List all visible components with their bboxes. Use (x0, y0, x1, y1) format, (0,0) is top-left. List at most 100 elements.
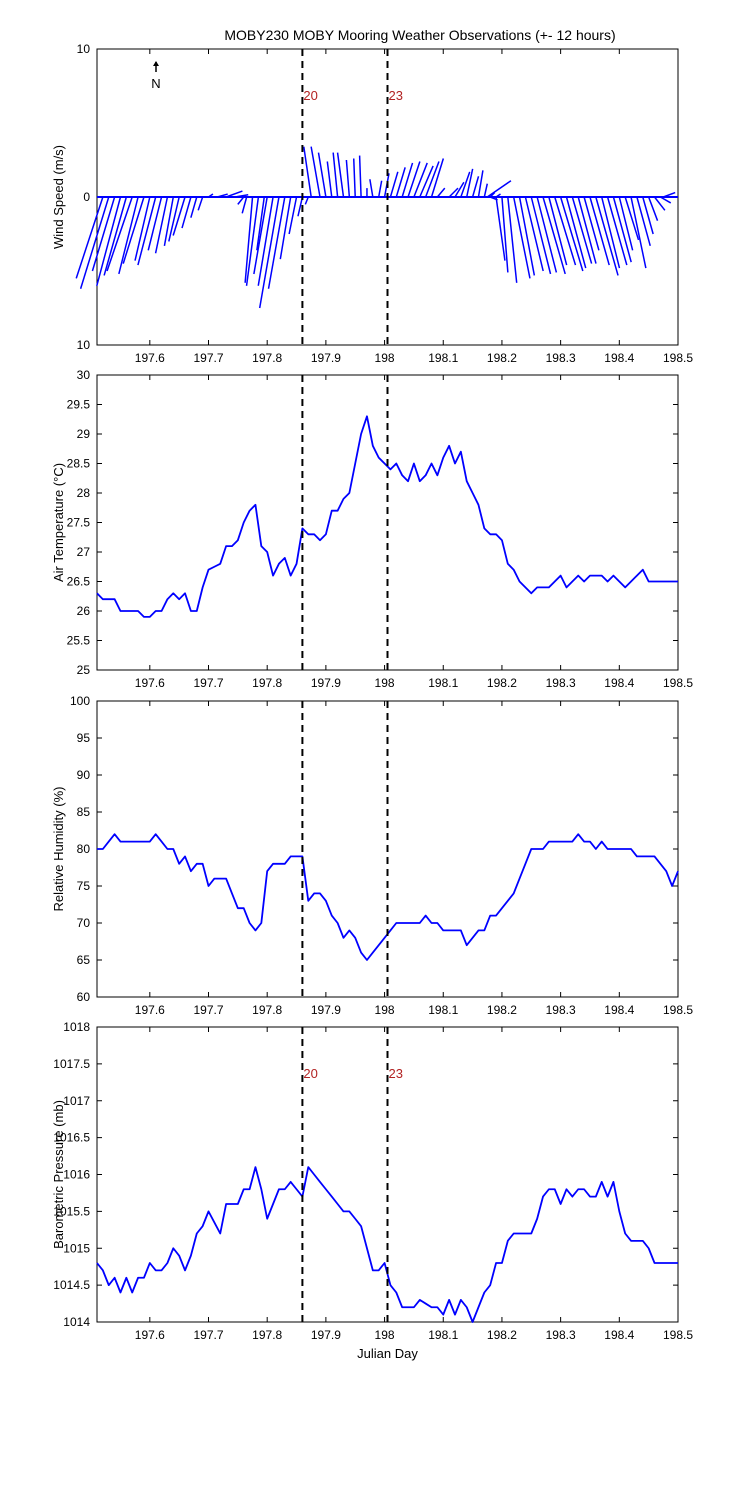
wind-vector (225, 190, 243, 198)
y-tick-label: 1015.5 (53, 1204, 90, 1218)
wind-vector (636, 196, 651, 247)
wind-vector (326, 161, 333, 198)
y-tick-label: 95 (77, 731, 91, 745)
y-tick-label: 26.5 (67, 575, 91, 589)
x-tick-label: 198.5 (663, 676, 693, 690)
y-tick-label: 0 (83, 190, 90, 204)
x-tick-label: 197.8 (252, 351, 282, 365)
wind-vector (630, 196, 647, 269)
x-tick-label: 198 (375, 1003, 395, 1017)
y-tick-label: 1018 (63, 1020, 90, 1034)
wind-vector (571, 196, 593, 264)
y-tick-label: 1016 (63, 1168, 90, 1182)
y-tick-label: 100 (70, 694, 90, 708)
x-tick-label: 197.8 (252, 676, 282, 690)
wind-vector (419, 165, 434, 198)
wind-vector (413, 162, 428, 198)
figure-title: MOBY230 MOBY Mooring Weather Observation… (224, 27, 615, 43)
wind-vector (96, 196, 122, 286)
wind-vector (79, 196, 110, 289)
wind-vector (618, 196, 634, 251)
wind-vector (483, 183, 489, 198)
y-tick-label: 25 (77, 663, 91, 677)
wind-vector (172, 196, 186, 236)
wind-vector (303, 146, 312, 198)
panel-2: 197.6 197.7 197.8 197.9 198 198.1 198.2 198.3 19… (51, 368, 693, 690)
wind-vector (606, 196, 628, 266)
wind-vector (245, 196, 260, 286)
x-tick-label: 197.8 (252, 1328, 282, 1342)
wind-vector (565, 196, 587, 269)
wind-vector (75, 196, 104, 279)
x-tick-label: 197.6 (135, 676, 165, 690)
wind-vector (465, 168, 474, 198)
y-tick-label: 28.5 (67, 457, 91, 471)
data-line (96, 415, 678, 618)
wind-vector (134, 196, 151, 261)
panel-4: 197.6 197.7 197.8 197.9 198 198.1 198.2 198.3 19… (51, 1020, 693, 1361)
wind-vector (663, 191, 676, 198)
wind-vector (91, 196, 116, 272)
wind-vector (237, 196, 245, 205)
y-tick-label: 27.5 (67, 516, 91, 530)
wind-vector (542, 196, 566, 275)
x-tick-label: 198 (375, 1328, 395, 1342)
wind-vector (559, 196, 584, 272)
y-tick-label: 1017.5 (53, 1057, 90, 1071)
x-tick-label: 198.2 (487, 1003, 517, 1017)
x-tick-label: 197.9 (311, 351, 341, 365)
y-tick-label: 1017 (63, 1094, 90, 1108)
x-tick-label: 198.2 (487, 676, 517, 690)
wind-vector (154, 196, 169, 254)
y-tick-label: 29.5 (67, 398, 91, 412)
wind-vector (583, 196, 600, 251)
wind-vector (577, 196, 597, 264)
wind-vector (612, 196, 632, 263)
y-tick-label: 10 (77, 42, 91, 56)
wind-vector (197, 196, 204, 211)
wind-vector (460, 171, 471, 198)
wind-vector (253, 196, 268, 275)
x-tick-label: 197.9 (311, 1328, 341, 1342)
y-tick-label: 90 (77, 768, 91, 782)
wind-vector (317, 152, 327, 198)
event-marker-label: 23 (389, 88, 403, 103)
wind-vector (217, 193, 228, 198)
x-tick-label: 197.7 (193, 1003, 223, 1017)
y-tick-label: 1014.5 (53, 1278, 90, 1292)
wind-vector (304, 196, 309, 205)
wind-vector (454, 181, 465, 198)
wind-vector (486, 180, 512, 198)
x-tick-label: 198.4 (604, 1003, 634, 1017)
x-tick-label: 197.7 (193, 676, 223, 690)
y-tick-label: 75 (77, 879, 91, 893)
wind-vector (103, 196, 128, 276)
x-tick-label: 197.7 (193, 1328, 223, 1342)
wind-vector (190, 196, 198, 218)
wind-vector (624, 196, 640, 241)
wind-vector (234, 194, 249, 198)
wind-vector (589, 196, 610, 266)
wind-vector (336, 152, 345, 198)
wind-vector (369, 179, 374, 198)
north-label: N (151, 76, 160, 91)
wind-vector (495, 196, 506, 261)
x-tick-label: 197.6 (135, 351, 165, 365)
wind-vector (257, 196, 274, 286)
wind-vector (536, 196, 558, 273)
wind-vector (424, 161, 440, 198)
y-tick-label: 25.5 (67, 634, 91, 648)
y-tick-label: 1014 (63, 1315, 90, 1329)
wind-vector (653, 196, 666, 211)
wind-vector (436, 187, 446, 198)
wind-vector (477, 170, 484, 198)
wind-vector (518, 196, 536, 276)
wind-vector (401, 162, 414, 198)
y-tick-label: 1015 (63, 1241, 90, 1255)
y-tick-label: 60 (77, 990, 91, 1004)
wind-vector (407, 161, 421, 198)
wind-vector (279, 196, 292, 260)
wind-vector (389, 171, 399, 198)
x-tick-label: 198.4 (604, 676, 634, 690)
